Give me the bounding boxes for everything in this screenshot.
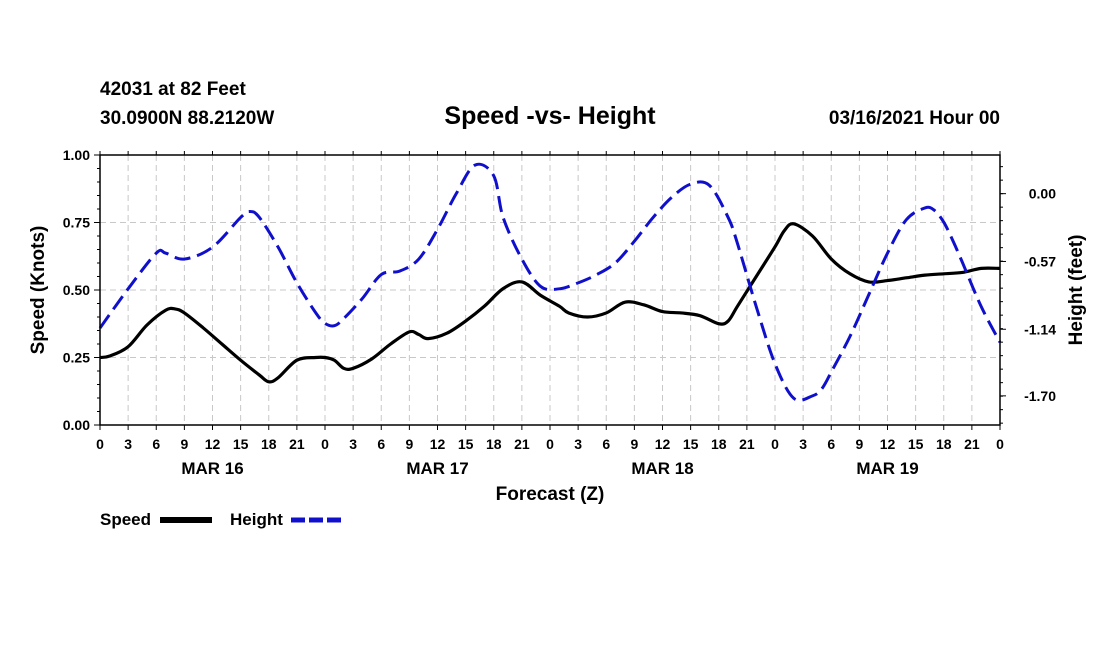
x-tick-label: 15 [233,436,249,452]
x-tick-labels: 0 3 6 9 12 15 18 21 0 3 6 9 12 15 18 21 0 3 6 9 12 15 18 21 0 3 6 9… [96,436,1004,452]
x-tick-label: 0 [546,436,554,452]
y-right-tick-label: 0.00 [1029,186,1056,202]
x-tick-label: 0 [321,436,329,452]
x-tick-label: 12 [880,436,896,452]
x-tick-label: 9 [405,436,413,452]
x-tick-label: 21 [739,436,755,452]
legend: Speed Height [100,510,343,529]
x-tick-label: 0 [771,436,779,452]
y-left-tick-label: 0.50 [63,282,90,298]
x-tick-label: 15 [683,436,699,452]
y-left-tick-label: 0.75 [63,215,90,231]
y-left-tick-label: 0.00 [63,417,90,433]
x-tick-label: 6 [827,436,835,452]
x-tick-label: 21 [514,436,530,452]
x-tick-label: 3 [799,436,807,452]
legend-speed-label: Speed [100,510,151,529]
x-tick-label: 18 [486,436,502,452]
location-label: 30.0900N 88.2120W [100,108,274,129]
day-label: MAR 16 [181,459,243,478]
y-left-axis-title: Speed (Knots) [28,226,49,355]
x-tick-label: 18 [936,436,952,452]
y-right-tick-label: -1.70 [1024,388,1056,404]
x-tick-label: 15 [908,436,924,452]
y-left-tick-label: 1.00 [63,147,90,163]
x-tick-label: 0 [96,436,104,452]
x-tick-label: 9 [630,436,638,452]
x-tick-label: 6 [377,436,385,452]
x-tick-label: 12 [430,436,446,452]
y-right-tick-label: -1.14 [1024,321,1056,337]
station-label: 42031 at 82 Feet [100,79,246,100]
day-label: MAR 19 [856,459,918,478]
x-tick-label: 21 [289,436,305,452]
x-tick-label: 18 [711,436,727,452]
x-tick-label: 9 [180,436,188,452]
x-tick-label: 6 [152,436,160,452]
x-tick-label: 18 [261,436,277,452]
x-tick-label: 3 [124,436,132,452]
x-tick-label: 3 [574,436,582,452]
x-tick-label: 0 [996,436,1004,452]
plot-frame [99,154,1001,426]
x-tick-label: 12 [655,436,671,452]
height-series-line [98,162,1002,402]
axis-ticks [94,151,1006,430]
y-right-axis-title: Height (feet) [1066,235,1087,346]
y-right-tick-labels: 0.00 -0.57 -1.14 -1.70 [1024,186,1056,404]
day-label: MAR 17 [406,459,468,478]
x-tick-label: 3 [349,436,357,452]
x-tick-label: 9 [855,436,863,452]
x-tick-label: 6 [602,436,610,452]
chart-title: Speed -vs- Height [444,102,656,130]
y-right-tick-label: -0.57 [1024,253,1056,269]
x-axis-title: Forecast (Z) [496,484,605,505]
speed-series-line [99,222,1001,384]
x-tick-label: 15 [458,436,474,452]
x-tick-label: 21 [964,436,980,452]
series-lines [98,162,1002,402]
y-left-tick-label: 0.25 [63,350,90,366]
y-left-tick-labels: 0.00 0.25 0.50 0.75 1.00 [63,147,90,433]
x-tick-label: 12 [205,436,221,452]
day-label: MAR 18 [631,459,693,478]
forecast-datetime: 03/16/2021 Hour 00 [829,108,1000,129]
legend-height-label: Height [230,510,283,529]
day-labels: MAR 16 MAR 17 MAR 18 MAR 19 [181,459,918,478]
